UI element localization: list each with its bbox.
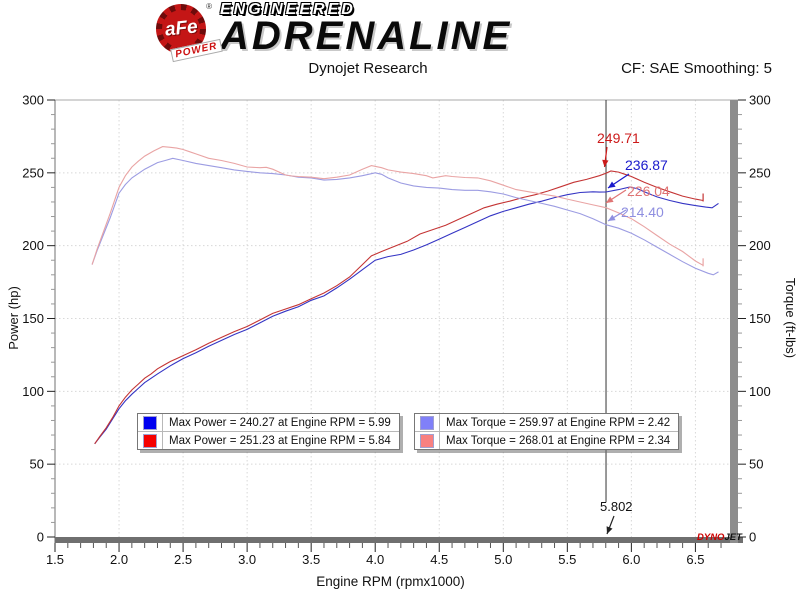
cursor-value-label: 249.71 <box>597 130 640 146</box>
cursor-value-label: 214.40 <box>621 204 664 220</box>
right-axis-bar <box>730 100 738 543</box>
brand-header: aFe ® POWER ENGINEERED ADRENALINE <box>156 1 513 63</box>
x-tick-label: 6.0 <box>622 552 640 567</box>
torque-afe-swatch <box>420 433 434 448</box>
smoothing-setting: CF: SAE Smoothing: 5 <box>621 60 772 77</box>
y-tick-label-right: 250 <box>749 165 771 180</box>
power-afe-swatch <box>143 433 157 448</box>
y-tick-label-left: 250 <box>22 165 44 180</box>
y-tick-label-right: 300 <box>749 93 771 108</box>
y-tick-label-right: 200 <box>749 238 771 253</box>
y-tick-label-left: 200 <box>22 238 44 253</box>
x-tick-label: 3.0 <box>238 552 256 567</box>
legend-label: Max Torque = 268.01 at Engine RPM = 2.34 <box>446 434 671 447</box>
cursor-value-arrow-head <box>606 196 614 203</box>
power-baseline-swatch <box>143 415 157 430</box>
legend-swatch-cell <box>138 414 163 431</box>
y-tick-label-left: 300 <box>22 93 44 108</box>
torque-baseline-swatch <box>420 415 434 430</box>
x-tick-label: 5.5 <box>558 552 576 567</box>
legend-box-power: Max Power = 240.27 at Engine RPM = 5.99 … <box>137 413 400 450</box>
y-tick-label-right: 0 <box>749 530 756 545</box>
x-tick-label: 6.5 <box>686 552 704 567</box>
legend-label: Max Torque = 259.97 at Engine RPM = 2.42 <box>446 416 671 429</box>
cursor-value-label: 236.87 <box>625 157 668 173</box>
cursor-rpm-arrow-head <box>606 526 613 534</box>
x-axis-title: Engine RPM (rpmx1000) <box>316 574 465 589</box>
y-tick-label-right: 50 <box>749 457 763 472</box>
registered-mark: ® <box>206 2 212 11</box>
x-tick-label: 3.5 <box>302 552 320 567</box>
x-tick-label: 1.5 <box>46 552 64 567</box>
legend-swatch-cell <box>138 432 163 449</box>
x-tick-label: 5.0 <box>494 552 512 567</box>
y-axis-title-left: Power (hp) <box>6 286 21 350</box>
x-axis-bar <box>55 537 743 543</box>
y-tick-label-right: 100 <box>749 384 771 399</box>
legend-row: Max Power = 251.23 at Engine RPM = 5.84 <box>138 431 399 449</box>
x-tick-label: 4.0 <box>366 552 384 567</box>
curve-torque-baseline <box>91 157 719 276</box>
y-axis-title-right: Torque (ft-lbs) <box>783 278 798 358</box>
y-tick-label-right: 150 <box>749 311 771 326</box>
cursor-value-arrow-head <box>602 159 609 167</box>
legend-label: Max Power = 240.27 at Engine RPM = 5.99 <box>169 416 391 429</box>
y-tick-label-left: 150 <box>22 311 44 326</box>
x-tick-label: 2.0 <box>110 552 128 567</box>
cursor-rpm-label: 5.802 <box>600 499 633 514</box>
legend-box-torque: Max Torque = 259.97 at Engine RPM = 2.42… <box>414 413 680 450</box>
afe-power-logo: aFe ® POWER <box>156 2 223 63</box>
x-tick-label: 4.5 <box>430 552 448 567</box>
y-tick-label-left: 50 <box>30 457 44 472</box>
legend-row: Max Torque = 259.97 at Engine RPM = 2.42 <box>415 414 678 431</box>
dynojet-logo: DYNOJET <box>697 532 743 543</box>
curve-torque-afe <box>91 146 704 266</box>
brand-adrenaline: ADRENALINE <box>220 14 513 58</box>
legend-row: Max Power = 240.27 at Engine RPM = 5.99 <box>138 414 399 431</box>
legend-label: Max Power = 251.23 at Engine RPM = 5.84 <box>169 434 391 447</box>
cursor-value-label: 226.04 <box>627 183 670 199</box>
afe-logo-inner: aFe <box>162 10 200 48</box>
brand-engineered: ENGINEERED <box>220 1 356 18</box>
curve-power-afe <box>94 170 704 445</box>
legend-swatch-cell <box>415 432 440 449</box>
x-tick-label: 2.5 <box>174 552 192 567</box>
legend-row: Max Torque = 268.01 at Engine RPM = 2.34 <box>415 431 679 449</box>
y-tick-label-left: 0 <box>37 530 44 545</box>
cursor-value-arrow-head <box>608 214 616 221</box>
curve-power-baseline <box>94 186 719 445</box>
legend-swatch-cell <box>415 414 440 431</box>
y-tick-label-left: 100 <box>22 384 44 399</box>
chart-title: Dynojet Research <box>308 60 428 77</box>
brand-wordmark: ENGINEERED ADRENALINE <box>220 1 513 58</box>
cursor-value-arrow-head <box>608 181 616 188</box>
